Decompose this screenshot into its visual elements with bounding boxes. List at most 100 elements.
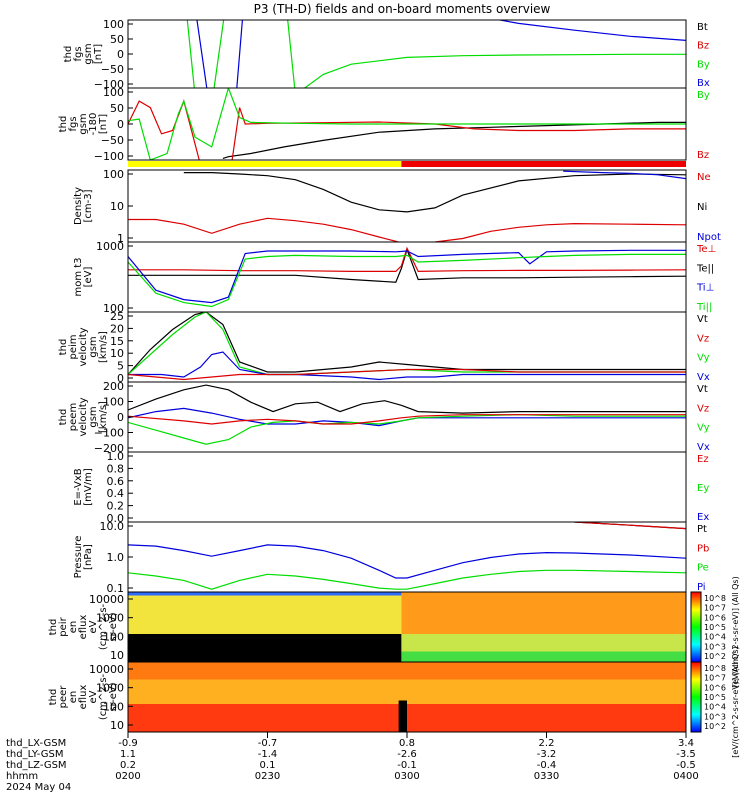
y-tick-label: 1.0 [107, 551, 125, 564]
series-line-Npot [563, 170, 686, 180]
series-line-Vt [128, 312, 686, 375]
x-row-label: thd_LX-GSM [6, 738, 66, 749]
y-tick-label: 100 [103, 630, 124, 643]
series-line-Vy [128, 414, 686, 445]
legend-Bz: Bz [697, 150, 709, 161]
legend-Pt: Pt [697, 524, 707, 535]
y-axis-label: [mV/m] [83, 468, 94, 506]
y-tick-label: −200 [94, 442, 124, 455]
y-tick-label: 1.0 [107, 450, 125, 463]
legend-Pb: Pb [697, 543, 709, 554]
y-tick-label: −50 [101, 134, 124, 147]
x-tick-label: 0.8 [399, 738, 415, 749]
y-tick-label: 0.4 [107, 487, 125, 500]
date-label: 2024 May 04 [6, 782, 71, 793]
mode-bar-segment [401, 161, 686, 167]
y-axis-label: peem [68, 403, 79, 431]
series-line-Vy [128, 312, 686, 376]
panel-peem_vel: 200 100 0 −100 −200 thd peem velocity gsm [km/s] V… [58, 380, 710, 455]
colorbar-tick-label: 10^3 [704, 642, 726, 651]
y-axis-label: eV [88, 690, 99, 703]
colorbar-tick-label: 10^6 [704, 683, 726, 692]
legend-Ex: Ex [697, 512, 709, 523]
y-tick-label: 10000 [89, 663, 124, 676]
series-line-By [186, 20, 686, 88]
y-axis-label: -180 [88, 113, 99, 136]
spectrogram-cell [128, 662, 686, 680]
y-tick-label: 0 [117, 411, 124, 424]
y-tick-label: 0.1 [107, 582, 125, 595]
panel-frame [127, 169, 687, 243]
legend-Ey: Ey [697, 483, 709, 494]
legend-Vx: Vx [697, 372, 710, 383]
series-line-Vx [128, 351, 686, 381]
series-line-Te⊥ [128, 246, 686, 273]
y-tick-label: 200 [103, 380, 124, 393]
x-tick-label: 0200 [115, 771, 140, 782]
legend-Vt: Vt [697, 384, 708, 395]
colorbar-caption: [eV/(cm^2-s-sr-eV)] (All Qs) [731, 646, 740, 757]
y-axis-label: velocity [78, 397, 89, 436]
y-tick-label: −100 [94, 150, 124, 163]
series-line-Pb [574, 522, 686, 530]
y-axis-label: peim [68, 334, 79, 359]
y-tick-label: 1000 [96, 682, 124, 695]
legend-Bz: Bz [697, 41, 709, 52]
y-axis-label: eflux [78, 615, 89, 640]
y-tick-label: 100 [103, 18, 124, 31]
colorbar-tick-label: 10^4 [704, 633, 726, 642]
x-tick-label: 1.1 [120, 749, 136, 760]
y-axis-label: (cm^2-s- [98, 603, 109, 650]
panel-temp: 1000 100 mom t3 [eV] Te⊥ Te|| Ti⊥ Ti|| [73, 240, 716, 315]
panel-frame [127, 521, 687, 593]
y-tick-label: 15 [110, 335, 124, 348]
panel-pressure: 10.0 1.0 0.1 Pressure [nPa] Pt Pb Pe Pi [73, 520, 709, 595]
colorbar-tick-label: 10^8 [704, 594, 726, 603]
y-tick-label: 10.0 [100, 520, 125, 533]
colorbar-tick-label: 10^6 [704, 613, 726, 622]
legend-Pi: Pi [697, 582, 706, 593]
y-axis-label: mom t3 [73, 257, 84, 296]
y-tick-label: 100 [103, 302, 124, 315]
panel-fgs: 100 50 0 −50 −100 thd fgs gsm [nT] Bt Bz By Bx [63, 18, 710, 91]
x-tick-label: -1.4 [258, 749, 278, 760]
y-tick-label: 0.2 [107, 500, 125, 513]
legend-Te||: Te|| [696, 263, 714, 274]
y-axis-label: eV [88, 620, 99, 633]
colorbar-tick-label: 10^2 [704, 722, 726, 731]
x-tick-label: -3.5 [676, 749, 696, 760]
figure-title: P3 (TH-D) fields and on-board moments ov… [254, 2, 551, 16]
x-tick-label: -0.5 [676, 760, 696, 771]
colorbar-tick-label: 10^7 [704, 604, 726, 613]
legend-Vy: Vy [697, 353, 710, 364]
legend-By: By [697, 59, 710, 70]
series-line-Ti|| [128, 253, 686, 308]
x-row-label: hhmm [6, 771, 38, 782]
legend-Vz: Vz [697, 403, 709, 414]
spectrogram-cell [128, 592, 402, 596]
series-line-Pi [128, 544, 686, 579]
legend-Ti||: Ti|| [696, 302, 712, 313]
y-axis-label: sr-eV) [108, 612, 119, 641]
x-tick-label: 0330 [534, 771, 559, 782]
y-axis-label: thd [63, 46, 74, 63]
legend-Ni: Ni [697, 202, 707, 213]
x-tick-label: -2.6 [397, 749, 417, 760]
legend-Ez: Ez [697, 454, 709, 465]
spectrogram-cell [128, 595, 402, 634]
y-tick-label: 50 [110, 102, 124, 115]
series-line-Bz [128, 99, 686, 160]
panel-frame [127, 451, 687, 523]
x-tick-label: -0.9 [118, 738, 138, 749]
series-line-Pe [128, 569, 686, 590]
y-axis-label: [nT] [98, 114, 109, 134]
y-axis-label: sr-eV) [108, 682, 119, 711]
legend-Pe: Pe [697, 563, 709, 574]
spectrogram-cell [398, 700, 407, 732]
series-line-Vt [128, 384, 686, 414]
colorbar-scale [690, 661, 702, 733]
y-tick-label: 25 [110, 310, 124, 323]
legend-Vz: Vz [697, 333, 709, 344]
panel-peer: 10000 1000 100 10 thd peer en eflux eV (cm^2-s-sr… [48, 661, 687, 733]
